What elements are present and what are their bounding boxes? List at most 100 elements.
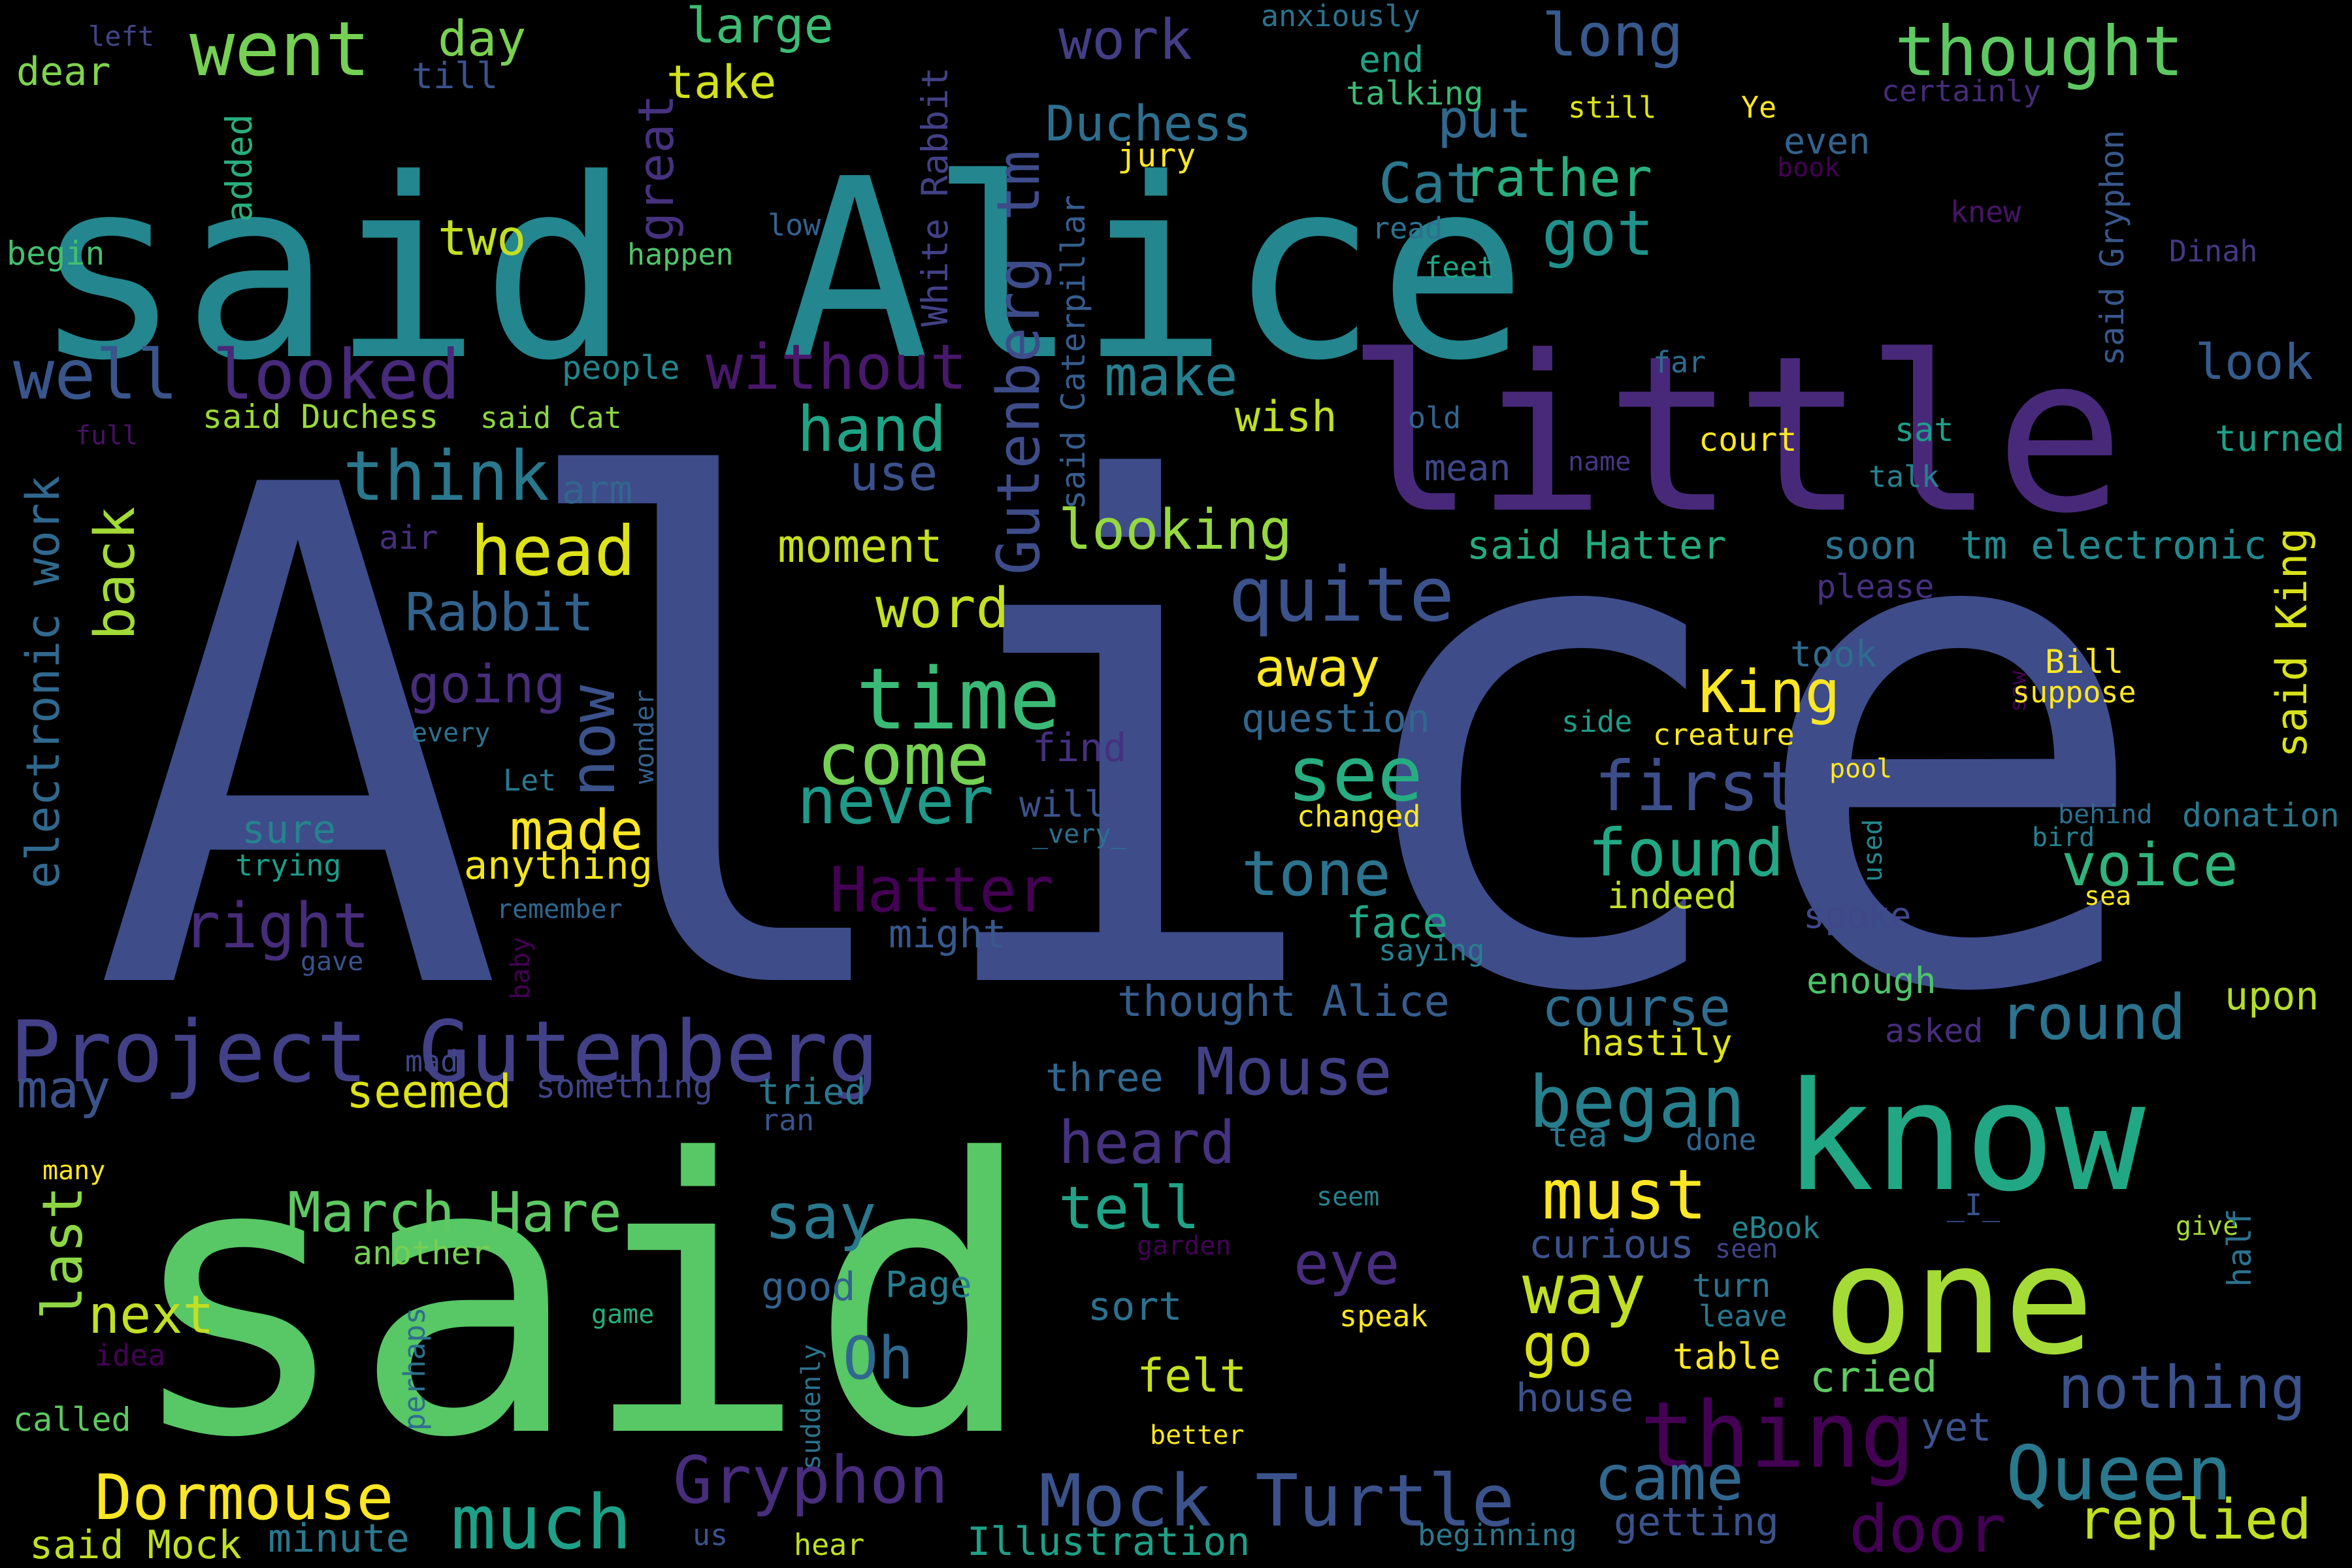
word-every: every: [412, 718, 490, 748]
word-jury: jury: [1117, 137, 1196, 174]
word-tea: tea: [1548, 1117, 1607, 1154]
word-electronic-work: electronic work: [16, 476, 70, 889]
word-hastily: hastily: [1581, 1022, 1733, 1064]
word-baby: baby: [506, 937, 536, 1000]
word-make: make: [1104, 344, 1238, 409]
word-seem: seem: [1316, 1182, 1379, 1212]
word-now: now: [557, 685, 629, 797]
word-table: table: [1673, 1335, 1781, 1377]
word-oh: Oh: [843, 1324, 913, 1393]
word-gutenberg-tm: Gutenberg tm: [985, 150, 1053, 575]
word-tone: tone: [1241, 838, 1391, 910]
word-suppose: suppose: [2012, 675, 2136, 710]
word-great: great: [627, 94, 685, 242]
word-moment: moment: [777, 519, 943, 573]
word-found: found: [1588, 815, 1784, 891]
word-still: still: [1568, 90, 1656, 125]
word-day: day: [438, 10, 526, 67]
word-looked: looked: [212, 335, 460, 415]
word-last: last: [31, 1186, 95, 1320]
word-said-caterpillar: said Caterpillar: [1054, 195, 1092, 510]
word-know: know: [1784, 1051, 2146, 1225]
word-anxiously: anxiously: [1261, 0, 1420, 33]
word-certainly: certainly: [1882, 74, 2041, 108]
word-round: round: [1999, 982, 2186, 1054]
word-house: house: [1516, 1375, 1634, 1421]
word-say: say: [764, 1181, 877, 1253]
word-march-hare: March Hare: [287, 1181, 622, 1245]
word-replied: replied: [2078, 1488, 2311, 1552]
word-seemed: seemed: [346, 1065, 512, 1119]
word-thing: thing: [1640, 1382, 1915, 1489]
word-tm-electronic: tm electronic: [1960, 523, 2267, 568]
word-minute: minute: [268, 1516, 410, 1561]
word-garden: garden: [1137, 1231, 1232, 1261]
word-project-gutenberg: Project Gutenberg: [10, 1002, 879, 1102]
word-came: came: [1594, 1443, 1744, 1514]
word-find: find: [1032, 725, 1127, 771]
word-hatter: Hatter: [830, 855, 1054, 926]
word-time: time: [856, 649, 1060, 749]
word-used: used: [1858, 819, 1888, 882]
word-feet: feet: [1424, 250, 1495, 285]
word-began: began: [1529, 1060, 1745, 1144]
word-away: away: [1254, 638, 1380, 698]
word-look: look: [2195, 333, 2313, 391]
word-heard: heard: [1058, 1109, 1235, 1177]
word-question: question: [1241, 696, 1430, 742]
word-half: half: [2221, 1209, 2259, 1287]
word-back: back: [83, 506, 148, 640]
word-two: two: [438, 209, 526, 267]
word-turn: turn: [1692, 1267, 1771, 1305]
word-right: right: [183, 890, 370, 962]
word-yet: yet: [1921, 1405, 1991, 1450]
word-said-alice: said Alice: [33, 125, 1527, 415]
word-gryphon: Gryphon: [673, 1442, 948, 1518]
word-going: going: [408, 654, 566, 715]
word-ebook: eBook: [1731, 1211, 1820, 1245]
word-sure: sure: [242, 807, 336, 853]
word-till: till: [412, 55, 498, 97]
word-page: Page: [885, 1264, 972, 1305]
word-took: took: [1790, 633, 1876, 675]
word-many: many: [42, 1156, 105, 1186]
word-go: go: [1522, 1311, 1593, 1380]
word-word: word: [875, 576, 1009, 641]
word-said-hatter: said Hatter: [1467, 523, 1726, 568]
word-queen: Queen: [2006, 1430, 2232, 1518]
word-ye: Ye: [1741, 90, 1776, 125]
word-called: called: [13, 1401, 131, 1439]
word-tried: tried: [758, 1071, 866, 1113]
word-done: done: [1686, 1122, 1756, 1157]
word-talking: talking: [1346, 74, 1484, 112]
word-happen: happen: [627, 237, 734, 272]
word-book: book: [1777, 153, 1840, 183]
word-cried: cried: [1810, 1353, 1938, 1402]
word-getting: getting: [1614, 1499, 1779, 1545]
word-people: people: [562, 349, 680, 387]
word-quite: quite: [1228, 551, 1454, 639]
word-said: said: [124, 1079, 1037, 1520]
word-must: must: [1542, 1155, 1707, 1235]
word-door: door: [1849, 1491, 2006, 1567]
word-left: left: [88, 20, 154, 52]
word-illustration: Illustration: [967, 1519, 1250, 1565]
word-turned: turned: [2215, 417, 2345, 459]
word-something: something: [536, 1068, 713, 1105]
word-side: side: [1561, 704, 1632, 739]
word-nothing: nothing: [2058, 1354, 2306, 1422]
word-anything: anything: [464, 843, 653, 889]
word-arm: arm: [562, 467, 632, 513]
word-alice: Alice: [91, 343, 2157, 1142]
word-face: face: [1346, 899, 1448, 948]
word-good: good: [761, 1264, 856, 1310]
word-mean: mean: [1424, 447, 1511, 489]
word-hand: hand: [797, 394, 947, 466]
word-saw: saw: [2005, 670, 2031, 712]
word-end: end: [1359, 39, 1424, 80]
word-one: one: [1823, 1214, 2094, 1388]
word-better: better: [1150, 1420, 1245, 1450]
word-rather: rather: [1463, 148, 1652, 208]
word-upon: upon: [2225, 973, 2319, 1019]
word-suddenly: suddenly: [796, 1344, 826, 1470]
